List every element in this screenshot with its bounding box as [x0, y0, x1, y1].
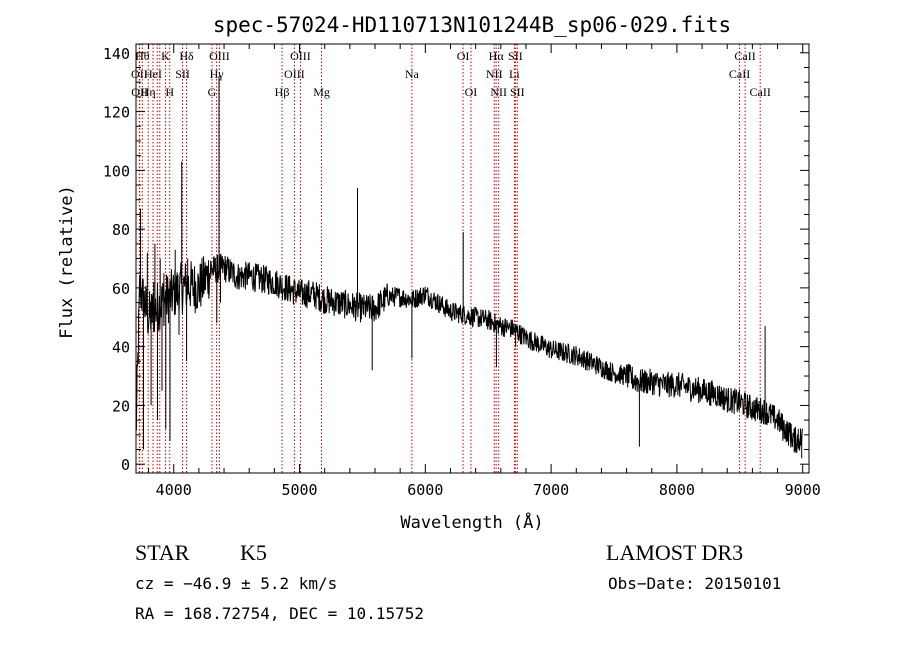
line-markers: [138, 44, 761, 473]
y-tick-label: 80: [112, 221, 130, 239]
y-tick-label: 40: [112, 339, 130, 357]
marker-label: Hα: [489, 49, 505, 63]
x-tick-label: 5000: [281, 481, 317, 499]
observation-date: Obs−Date: 20150101: [608, 574, 782, 593]
marker-label: Na: [405, 67, 420, 81]
marker-label: OI: [457, 49, 470, 63]
y-tick-label: 140: [103, 45, 130, 63]
y-axis-ticks: 0 20 40 60 80 100 120 140: [103, 45, 809, 474]
y-tick-label: 120: [103, 104, 130, 122]
marker-label: Mg: [313, 85, 330, 99]
marker-label: Hη: [141, 85, 156, 99]
y-tick-label: 0: [121, 456, 130, 474]
coordinates-info: RA = 168.72754, DEC = 10.15752: [135, 604, 424, 623]
y-tick-label: 60: [112, 280, 130, 298]
marker-label: CaII: [750, 85, 771, 99]
marker-label: OI: [465, 85, 478, 99]
chart-title: spec-57024-HD110713N101244B_sp06-029.fit…: [213, 13, 731, 37]
marker-label: SII: [510, 85, 525, 99]
x-axis-label: Wavelength (Å): [400, 511, 543, 533]
marker-label: OII: [131, 85, 148, 99]
marker-label: G: [208, 85, 217, 99]
marker-label: H: [165, 85, 174, 99]
y-axis-label: Flux (relative): [57, 185, 77, 339]
marker-label: Li: [509, 67, 520, 81]
y-tick-label: 20: [112, 397, 130, 415]
marker-label: OII: [131, 67, 148, 81]
line-marker-labels: OIIOIIHθHηHeIKHSIIHδGHγOIIIHβOIIIOIIIMgN…: [131, 49, 771, 99]
survey-name: LAMOST DR3: [606, 540, 744, 565]
object-class: STAR: [135, 540, 190, 565]
plot-frame: [135, 43, 810, 474]
redshift-info: cz = −46.9 ± 5.2 km/s: [135, 574, 338, 593]
x-axis-ticks: 4000 5000 6000 7000 8000 9000: [148, 44, 821, 499]
spectrum-line: [135, 76, 803, 459]
marker-label: Hγ: [210, 67, 225, 81]
marker-label: K: [161, 49, 170, 63]
object-subclass: K5: [240, 540, 267, 565]
marker-label: SII: [508, 49, 523, 63]
marker-label: Hθ: [135, 49, 150, 63]
y-tick-label: 100: [103, 162, 130, 180]
marker-label: Hδ: [179, 49, 194, 63]
x-tick-label: 6000: [407, 481, 443, 499]
marker-label: OIII: [284, 67, 305, 81]
x-tick-label: 8000: [659, 481, 695, 499]
marker-label: NII: [490, 85, 507, 99]
marker-label: OIII: [290, 49, 311, 63]
marker-label: CaII: [729, 67, 750, 81]
marker-label: HeI: [144, 67, 162, 81]
x-tick-label: 4000: [156, 481, 192, 499]
marker-label: CaII: [734, 49, 755, 63]
marker-label: Hβ: [275, 85, 290, 99]
x-tick-label: 7000: [533, 481, 569, 499]
marker-label: SII: [175, 67, 190, 81]
marker-label: NII: [486, 67, 503, 81]
marker-label: OIII: [209, 49, 230, 63]
x-tick-label: 9000: [785, 481, 821, 499]
